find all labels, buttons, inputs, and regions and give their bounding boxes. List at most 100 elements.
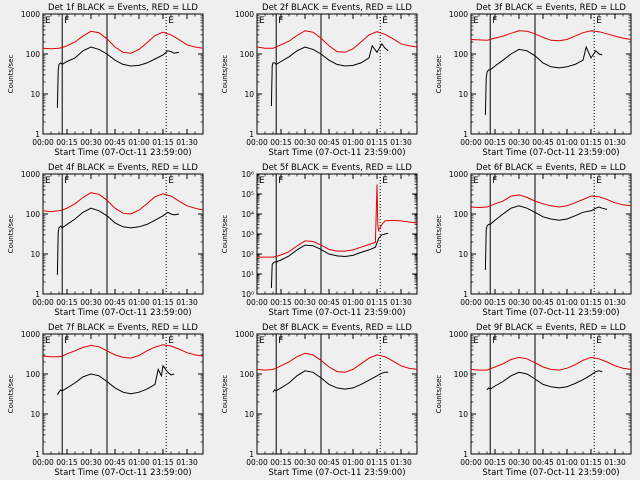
y-tick-label: 1 (463, 450, 468, 459)
series-line-events (56, 364, 175, 396)
x-tick-label: 01:00 (556, 298, 578, 307)
series-line-lld (470, 194, 632, 209)
interval-marker-label: E (473, 16, 479, 26)
interval-marker-label: E (596, 336, 602, 346)
x-tick-label: 01:30 (604, 458, 626, 467)
x-axis-label: Start Time (07-Oct-11 23:59:00) (482, 148, 619, 158)
y-axis-label: Counts/sec (435, 375, 443, 414)
x-tick-label: 00:15 (270, 298, 292, 307)
y-tick-label: 1000 (235, 330, 254, 339)
plot-panel-3: Det 3f BLACK = Events, RED = LLD 1 10 100 10… (435, 3, 632, 158)
y-tick-label: 10² (241, 250, 254, 259)
plot-frame (42, 333, 204, 455)
plot-frame (470, 333, 632, 455)
y-tick-label: 1000 (21, 330, 40, 339)
plot-panel-4: Det 4f BLACK = Events, RED = LLD 1 10 100 10… (7, 163, 204, 318)
series-line-events (484, 205, 608, 270)
plot-title: Det 9f BLACK = Events, RED = LLD (476, 323, 626, 333)
x-tick-label: 00:45 (318, 458, 340, 467)
interval-marker-label: E (168, 16, 174, 26)
y-tick-label: 100 (240, 370, 255, 379)
interval-marker-label: E (45, 16, 51, 26)
interval-marker-label: F (64, 176, 69, 186)
y-axis-label: Counts/sec (221, 215, 229, 254)
x-tick-label: 00:15 (484, 298, 506, 307)
interval-marker-label: F (492, 16, 497, 26)
x-tick-label: 00:45 (318, 138, 340, 147)
y-tick-label: 1000 (449, 330, 468, 339)
y-axis-label: Counts/sec (435, 215, 443, 254)
x-tick-label: 01:15 (580, 458, 602, 467)
y-tick-label: 10 (30, 410, 40, 419)
plot-title: Det 1f BLACK = Events, RED = LLD (48, 3, 198, 13)
series-line-lld (256, 30, 418, 53)
series-line-events (270, 232, 389, 289)
x-tick-label: 00:15 (56, 458, 78, 467)
x-tick-label: 00:00 (32, 458, 54, 467)
interval-marker-label: E (259, 16, 265, 26)
interval-marker-label: F (492, 176, 497, 186)
plot-title: Det 4f BLACK = Events, RED = LLD (48, 163, 198, 173)
plot-frame (256, 13, 418, 135)
series-line-lld (42, 30, 204, 54)
interval-marker-label: E (596, 176, 602, 186)
x-tick-label: 00:30 (80, 138, 102, 147)
x-axis-label: Start Time (07-Oct-11 23:59:00) (268, 308, 405, 318)
x-tick-label: 00:15 (56, 298, 78, 307)
y-tick-label: 10 (244, 410, 254, 419)
x-axis-label: Start Time (07-Oct-11 23:59:00) (268, 468, 405, 478)
plot-frame (470, 13, 632, 135)
x-tick-label: 00:15 (270, 458, 292, 467)
x-tick-label: 00:30 (294, 458, 316, 467)
y-tick-label: 10 (458, 410, 468, 419)
x-tick-label: 00:30 (508, 298, 530, 307)
y-tick-label: 100 (26, 210, 41, 219)
plot-frame (42, 13, 204, 135)
plot-panel-2: Det 2f BLACK = Events, RED = LLD 1 10 100 10… (221, 3, 418, 158)
x-tick-label: 01:00 (556, 138, 578, 147)
y-axis-label: Counts/sec (221, 375, 229, 414)
plot-panel-7: Det 7f BLACK = Events, RED = LLD 1 10 100 10… (7, 323, 204, 478)
interval-marker-label: F (492, 336, 497, 346)
series-line-lld (470, 30, 632, 42)
y-tick-label: 10⁶ (241, 170, 254, 179)
plot-panel-6: Det 6f BLACK = Events, RED = LLD 1 10 100 10… (435, 163, 632, 318)
series-line-events (272, 370, 389, 393)
y-tick-label: 1 (35, 290, 40, 299)
interval-marker-label: E (382, 16, 388, 26)
x-tick-label: 01:00 (128, 458, 150, 467)
y-tick-label: 100 (454, 370, 469, 379)
x-tick-label: 00:00 (32, 298, 54, 307)
y-tick-label: 1000 (449, 10, 468, 19)
x-axis-label: Start Time (07-Oct-11 23:59:00) (54, 148, 191, 158)
x-tick-label: 00:15 (270, 138, 292, 147)
interval-marker-label: E (259, 176, 265, 186)
plot-panel-9: Det 9f BLACK = Events, RED = LLD 1 10 100 10… (435, 323, 632, 478)
plot-panel-1: Det 1f BLACK = Events, RED = LLD 1 10 100 10… (7, 3, 204, 158)
y-axis-label: Counts/sec (7, 55, 15, 94)
x-tick-label: 00:30 (80, 298, 102, 307)
x-tick-label: 01:15 (366, 298, 388, 307)
x-tick-label: 01:15 (366, 458, 388, 467)
x-tick-label: 01:15 (152, 458, 174, 467)
y-tick-label: 10 (458, 90, 468, 99)
x-tick-label: 00:00 (460, 138, 482, 147)
x-tick-label: 01:00 (342, 298, 364, 307)
x-tick-label: 00:45 (532, 138, 554, 147)
x-tick-label: 00:15 (56, 138, 78, 147)
y-tick-label: 1000 (21, 170, 40, 179)
y-tick-label: 100 (26, 370, 41, 379)
y-tick-label: 1 (463, 290, 468, 299)
y-tick-label: 100 (454, 210, 469, 219)
x-axis-label: Start Time (07-Oct-11 23:59:00) (54, 308, 191, 318)
x-tick-label: 00:30 (508, 138, 530, 147)
plot-title: Det 5f BLACK = Events, RED = LLD (262, 163, 412, 173)
x-tick-label: 01:00 (128, 138, 150, 147)
y-tick-label: 100 (26, 50, 41, 59)
x-tick-label: 01:30 (390, 138, 412, 147)
x-tick-label: 00:30 (508, 458, 530, 467)
interval-marker-label: E (168, 336, 174, 346)
x-tick-label: 01:00 (342, 458, 364, 467)
x-tick-label: 00:45 (104, 298, 126, 307)
y-tick-label: 1000 (449, 170, 468, 179)
